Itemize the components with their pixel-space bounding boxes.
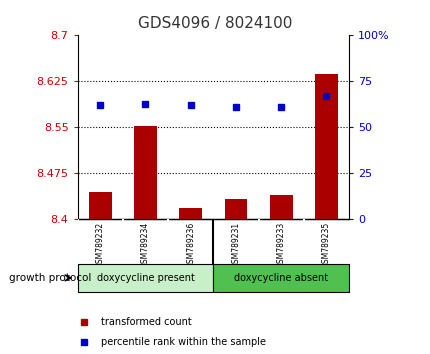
Bar — [224, 199, 247, 219]
Bar — [77, 264, 213, 292]
Text: GSM789234: GSM789234 — [141, 222, 150, 268]
Text: GDS4096 / 8024100: GDS4096 / 8024100 — [138, 16, 292, 31]
Text: doxycycline present: doxycycline present — [96, 273, 194, 283]
Text: doxycycline absent: doxycycline absent — [233, 273, 328, 283]
Text: percentile rank within the sample: percentile rank within the sample — [101, 337, 265, 347]
Bar — [213, 264, 348, 292]
Bar — [134, 126, 157, 219]
Text: growth protocol: growth protocol — [9, 273, 91, 283]
Text: GSM789236: GSM789236 — [186, 222, 195, 268]
Text: GSM789235: GSM789235 — [321, 222, 330, 268]
Bar — [89, 192, 111, 219]
Text: GSM789233: GSM789233 — [276, 222, 285, 268]
Bar — [314, 74, 337, 219]
Bar — [269, 195, 292, 219]
Bar — [179, 209, 202, 219]
Text: transformed count: transformed count — [101, 318, 191, 327]
Text: GSM789231: GSM789231 — [231, 222, 240, 268]
Text: GSM789232: GSM789232 — [95, 222, 104, 268]
